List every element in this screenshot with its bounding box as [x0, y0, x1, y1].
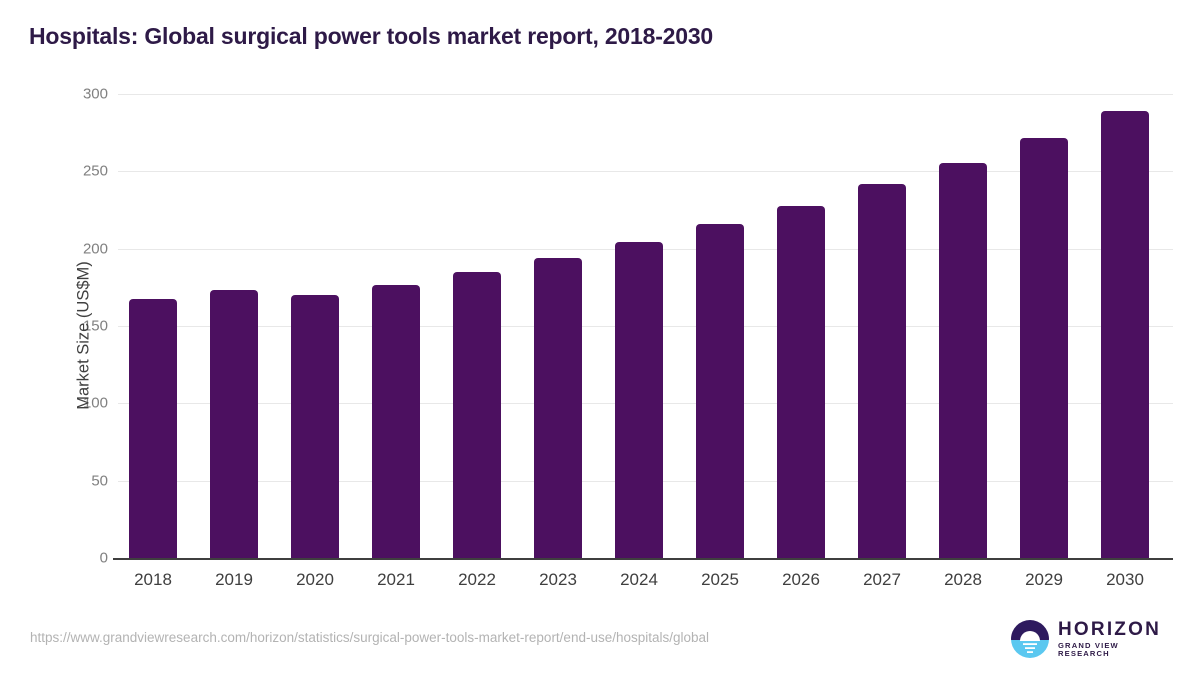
bar[interactable] [1020, 138, 1068, 558]
bar[interactable] [615, 241, 663, 558]
y-tick-label: 50 [91, 472, 108, 490]
bar[interactable] [129, 298, 177, 558]
gridline [118, 94, 1173, 95]
bars-layer [118, 90, 1173, 560]
y-tick-label: 100 [82, 394, 108, 412]
y-tick-label: 200 [82, 240, 108, 258]
bar-column[interactable] [372, 90, 420, 560]
bar-column[interactable] [210, 90, 258, 560]
bar[interactable] [372, 285, 420, 558]
x-tick-label: 2027 [863, 570, 901, 589]
y-tick-label: 300 [82, 85, 108, 103]
x-tick-label: 2024 [620, 570, 658, 589]
bar[interactable] [777, 206, 825, 558]
bar[interactable] [534, 257, 582, 558]
bar-column[interactable] [777, 90, 825, 560]
x-tick-label: 2022 [458, 570, 496, 589]
bar[interactable] [696, 223, 744, 558]
bar[interactable] [291, 295, 339, 558]
x-axis-line [113, 558, 1173, 560]
bar-column[interactable] [615, 90, 663, 560]
x-tick-label: 2018 [134, 570, 172, 589]
horizon-logo[interactable]: HORIZON GRAND VIEW RESEARCH [1010, 617, 1170, 661]
bar-column[interactable] [453, 90, 501, 560]
bar-column[interactable] [858, 90, 906, 560]
bar[interactable] [210, 289, 258, 558]
x-tick-label: 2025 [701, 570, 739, 589]
source-url[interactable]: https://www.grandviewresearch.com/horizo… [30, 630, 710, 645]
bar-column[interactable] [1101, 90, 1149, 560]
logo-tagline: GRAND VIEW RESEARCH [1058, 641, 1119, 658]
logo-text: HORIZON GRAND VIEW RESEARCH [1058, 620, 1170, 657]
bar[interactable] [939, 162, 987, 558]
y-axis-title: Market Size (US$M) [74, 261, 93, 410]
x-tick-label: 2021 [377, 570, 415, 589]
y-tick-label: 150 [82, 317, 108, 335]
bar[interactable] [453, 271, 501, 558]
bar-column[interactable] [696, 90, 744, 560]
x-tick-label: 2028 [944, 570, 982, 589]
gridline [118, 171, 1173, 173]
y-tick-label: 0 [99, 549, 108, 567]
logo-name: HORIZON [1058, 619, 1162, 641]
x-tick-label: 2026 [782, 570, 820, 589]
bar-column[interactable] [534, 90, 582, 560]
bar[interactable] [858, 184, 906, 558]
horizon-sunrise-icon [1011, 620, 1049, 658]
x-tick-label: 2030 [1106, 570, 1144, 589]
x-tick-label: 2023 [539, 570, 577, 589]
x-tick-label: 2019 [215, 570, 253, 589]
x-tick-label: 2029 [1025, 570, 1063, 589]
bar-column[interactable] [291, 90, 339, 560]
bar-column[interactable] [129, 90, 177, 560]
bar[interactable] [1101, 111, 1149, 558]
x-tick-label: 2020 [296, 570, 334, 589]
bar-column[interactable] [1020, 90, 1068, 560]
bar-column[interactable] [939, 90, 987, 560]
page-title: Hospitals: Global surgical power tools m… [29, 23, 714, 49]
y-tick-label: 250 [82, 162, 108, 180]
